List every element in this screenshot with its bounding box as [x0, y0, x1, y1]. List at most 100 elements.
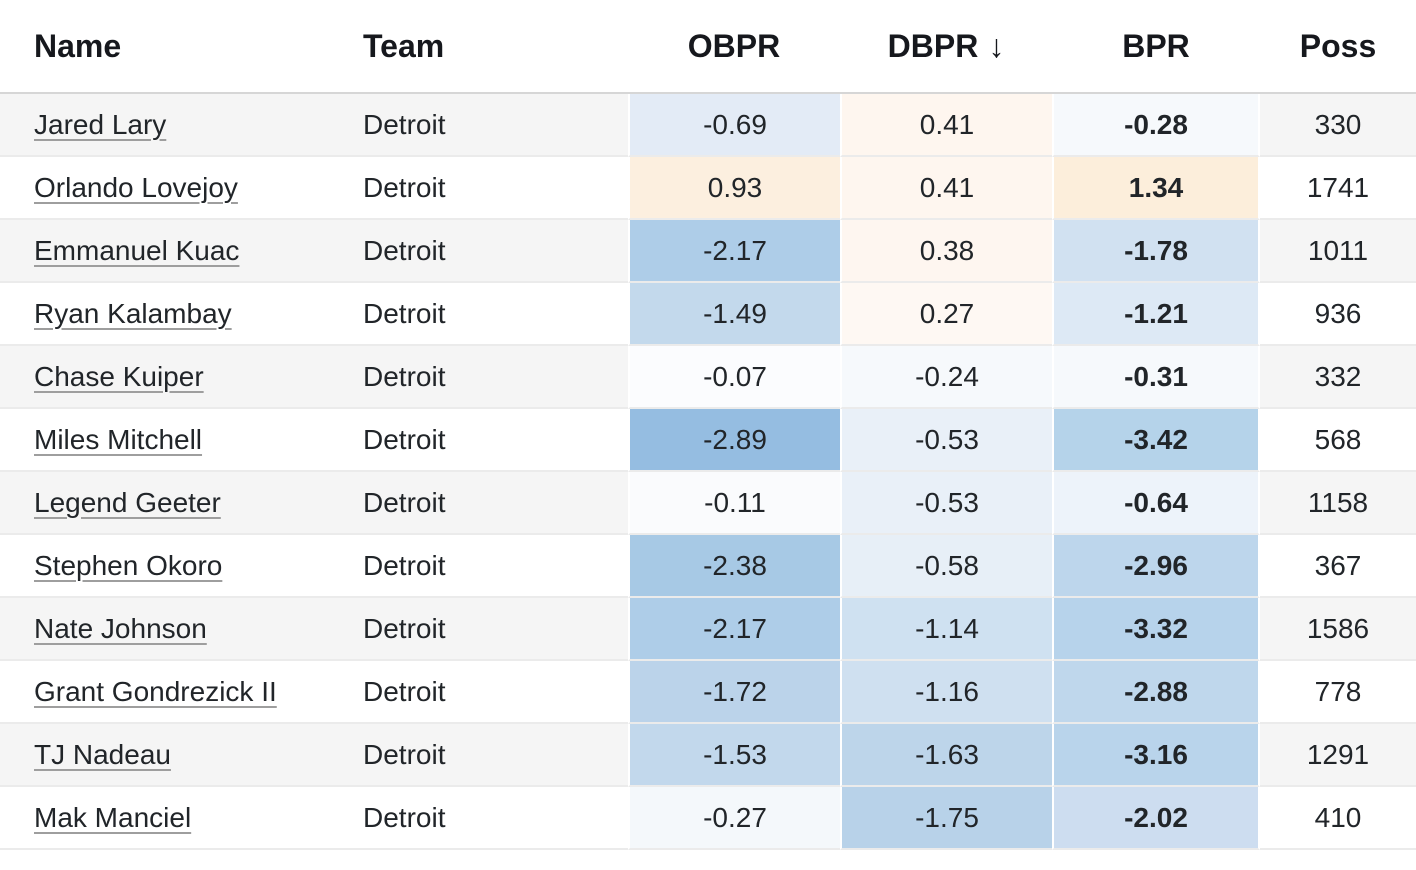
- bpr-cell: -3.32: [1052, 598, 1260, 661]
- dbpr-cell: -1.16: [840, 661, 1052, 724]
- player-link[interactable]: Emmanuel Kuac: [34, 234, 240, 266]
- column-header-dbpr[interactable]: DBPR ↓: [840, 0, 1052, 94]
- poss-cell: 1291: [1260, 724, 1416, 787]
- team-cell: Detroit: [350, 283, 628, 346]
- table-header: Name Team OBPR DBPR ↓ BPR Poss: [0, 0, 1416, 94]
- name-cell: Chase Kuiper: [0, 346, 350, 409]
- name-cell: Miles Mitchell: [0, 409, 350, 472]
- obpr-cell: -2.17: [628, 598, 840, 661]
- table-row: Stephen Okoro Detroit -2.38 -0.58 -2.96 …: [0, 535, 1416, 598]
- player-link[interactable]: Grant Gondrezick II: [34, 675, 277, 707]
- obpr-cell: -1.72: [628, 661, 840, 724]
- column-header-poss[interactable]: Poss: [1260, 0, 1416, 94]
- team-cell: Detroit: [350, 535, 628, 598]
- poss-cell: 778: [1260, 661, 1416, 724]
- table-row: Grant Gondrezick II Detroit -1.72 -1.16 …: [0, 661, 1416, 724]
- obpr-cell: -1.49: [628, 283, 840, 346]
- team-cell: Detroit: [350, 346, 628, 409]
- name-cell: Orlando Lovejoy: [0, 157, 350, 220]
- name-cell: Mak Manciel: [0, 787, 350, 850]
- obpr-cell: -0.27: [628, 787, 840, 850]
- obpr-cell: -2.38: [628, 535, 840, 598]
- dbpr-cell: 0.38: [840, 220, 1052, 283]
- name-cell: Legend Geeter: [0, 472, 350, 535]
- player-link[interactable]: Jared Lary: [34, 108, 167, 140]
- name-cell: Ryan Kalambay: [0, 283, 350, 346]
- bpr-cell: -0.64: [1052, 472, 1260, 535]
- team-cell: Detroit: [350, 409, 628, 472]
- column-header-name[interactable]: Name: [0, 0, 350, 94]
- table-row: Chase Kuiper Detroit -0.07 -0.24 -0.31 3…: [0, 346, 1416, 409]
- dbpr-cell: -1.75: [840, 787, 1052, 850]
- dbpr-cell: -1.14: [840, 598, 1052, 661]
- sort-desc-icon: ↓: [988, 27, 1005, 64]
- bpr-cell: -0.28: [1052, 94, 1260, 157]
- poss-cell: 330: [1260, 94, 1416, 157]
- column-header-team[interactable]: Team: [350, 0, 628, 94]
- bpr-cell: -0.31: [1052, 346, 1260, 409]
- column-header-dbpr-label: DBPR: [887, 27, 979, 64]
- table-row: Ryan Kalambay Detroit -1.49 0.27 -1.21 9…: [0, 283, 1416, 346]
- team-cell: Detroit: [350, 157, 628, 220]
- name-cell: Grant Gondrezick II: [0, 661, 350, 724]
- column-header-obpr[interactable]: OBPR: [628, 0, 840, 94]
- team-cell: Detroit: [350, 724, 628, 787]
- bpr-cell: -2.02: [1052, 787, 1260, 850]
- table-row: Mak Manciel Detroit -0.27 -1.75 -2.02 41…: [0, 787, 1416, 850]
- table-row: Jared Lary Detroit -0.69 0.41 -0.28 330: [0, 94, 1416, 157]
- dbpr-cell: 0.41: [840, 94, 1052, 157]
- dbpr-cell: -0.53: [840, 409, 1052, 472]
- obpr-cell: -1.53: [628, 724, 840, 787]
- bpr-cell: -3.16: [1052, 724, 1260, 787]
- table-row: Orlando Lovejoy Detroit 0.93 0.41 1.34 1…: [0, 157, 1416, 220]
- poss-cell: 1158: [1260, 472, 1416, 535]
- name-cell: TJ Nadeau: [0, 724, 350, 787]
- table-row: Legend Geeter Detroit -0.11 -0.53 -0.64 …: [0, 472, 1416, 535]
- dbpr-cell: 0.41: [840, 157, 1052, 220]
- table-body: Jared Lary Detroit -0.69 0.41 -0.28 330 …: [0, 94, 1416, 850]
- dbpr-cell: 0.27: [840, 283, 1052, 346]
- team-cell: Detroit: [350, 472, 628, 535]
- table-row: Miles Mitchell Detroit -2.89 -0.53 -3.42…: [0, 409, 1416, 472]
- team-cell: Detroit: [350, 220, 628, 283]
- poss-cell: 410: [1260, 787, 1416, 850]
- player-link[interactable]: Mak Manciel: [34, 801, 192, 833]
- obpr-cell: -0.69: [628, 94, 840, 157]
- table-row: TJ Nadeau Detroit -1.53 -1.63 -3.16 1291: [0, 724, 1416, 787]
- name-cell: Stephen Okoro: [0, 535, 350, 598]
- name-cell: Nate Johnson: [0, 598, 350, 661]
- dbpr-cell: -0.24: [840, 346, 1052, 409]
- player-link[interactable]: Legend Geeter: [34, 486, 221, 518]
- dbpr-cell: -0.58: [840, 535, 1052, 598]
- poss-cell: 332: [1260, 346, 1416, 409]
- poss-cell: 367: [1260, 535, 1416, 598]
- dbpr-cell: -1.63: [840, 724, 1052, 787]
- obpr-cell: 0.93: [628, 157, 840, 220]
- header-row: Name Team OBPR DBPR ↓ BPR Poss: [0, 0, 1416, 94]
- table-row: Nate Johnson Detroit -2.17 -1.14 -3.32 1…: [0, 598, 1416, 661]
- poss-cell: 936: [1260, 283, 1416, 346]
- column-header-bpr[interactable]: BPR: [1052, 0, 1260, 94]
- player-link[interactable]: Nate Johnson: [34, 612, 207, 644]
- dbpr-cell: -0.53: [840, 472, 1052, 535]
- bpr-cell: -1.78: [1052, 220, 1260, 283]
- obpr-cell: -2.17: [628, 220, 840, 283]
- player-link[interactable]: Stephen Okoro: [34, 549, 223, 581]
- player-link[interactable]: TJ Nadeau: [34, 738, 171, 770]
- bpr-cell: -1.21: [1052, 283, 1260, 346]
- bpr-cell: -3.42: [1052, 409, 1260, 472]
- poss-cell: 1741: [1260, 157, 1416, 220]
- bpr-cell: -2.96: [1052, 535, 1260, 598]
- poss-cell: 568: [1260, 409, 1416, 472]
- player-link[interactable]: Chase Kuiper: [34, 360, 204, 392]
- team-cell: Detroit: [350, 94, 628, 157]
- player-link[interactable]: Miles Mitchell: [34, 423, 203, 455]
- obpr-cell: -0.11: [628, 472, 840, 535]
- obpr-cell: -2.89: [628, 409, 840, 472]
- poss-cell: 1011: [1260, 220, 1416, 283]
- team-cell: Detroit: [350, 598, 628, 661]
- table-row: Emmanuel Kuac Detroit -2.17 0.38 -1.78 1…: [0, 220, 1416, 283]
- player-link[interactable]: Ryan Kalambay: [34, 297, 232, 329]
- player-link[interactable]: Orlando Lovejoy: [34, 171, 238, 203]
- name-cell: Emmanuel Kuac: [0, 220, 350, 283]
